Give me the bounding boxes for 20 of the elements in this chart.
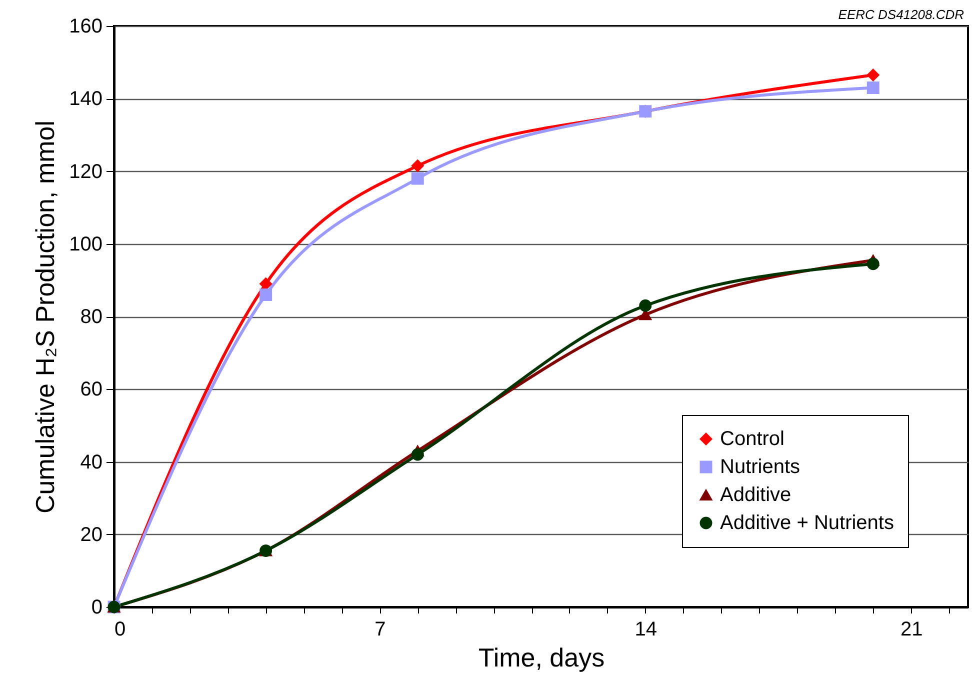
x-tick-label: 0 bbox=[114, 618, 126, 640]
y-tick-label: 160 bbox=[69, 16, 102, 38]
x-tick-label: 14 bbox=[634, 618, 658, 640]
y-tick-label: 120 bbox=[69, 160, 102, 183]
y-axis-title: Cumulative H₂S Production, mmol bbox=[30, 120, 60, 514]
y-tick-label: 20 bbox=[80, 524, 102, 546]
legend-label: Additive + Nutrients bbox=[720, 512, 894, 534]
y-tick-label: 100 bbox=[69, 233, 102, 256]
y-tick-label: 60 bbox=[80, 378, 102, 401]
x-tick-label: 21 bbox=[900, 618, 923, 640]
legend-label: Additive bbox=[720, 484, 792, 506]
y-tick-label: 40 bbox=[80, 451, 102, 474]
legend-label: Nutrients bbox=[720, 456, 800, 478]
text: EERC DS41208.CDR bbox=[838, 7, 964, 22]
y-tick-label: 140 bbox=[69, 88, 102, 110]
legend-label: Control bbox=[720, 428, 784, 450]
y-tick-label: 0 bbox=[91, 596, 102, 618]
x-axis-title: Time, days bbox=[478, 642, 605, 672]
x-tick-label: 7 bbox=[374, 618, 386, 640]
y-tick-label: 80 bbox=[80, 306, 102, 328]
